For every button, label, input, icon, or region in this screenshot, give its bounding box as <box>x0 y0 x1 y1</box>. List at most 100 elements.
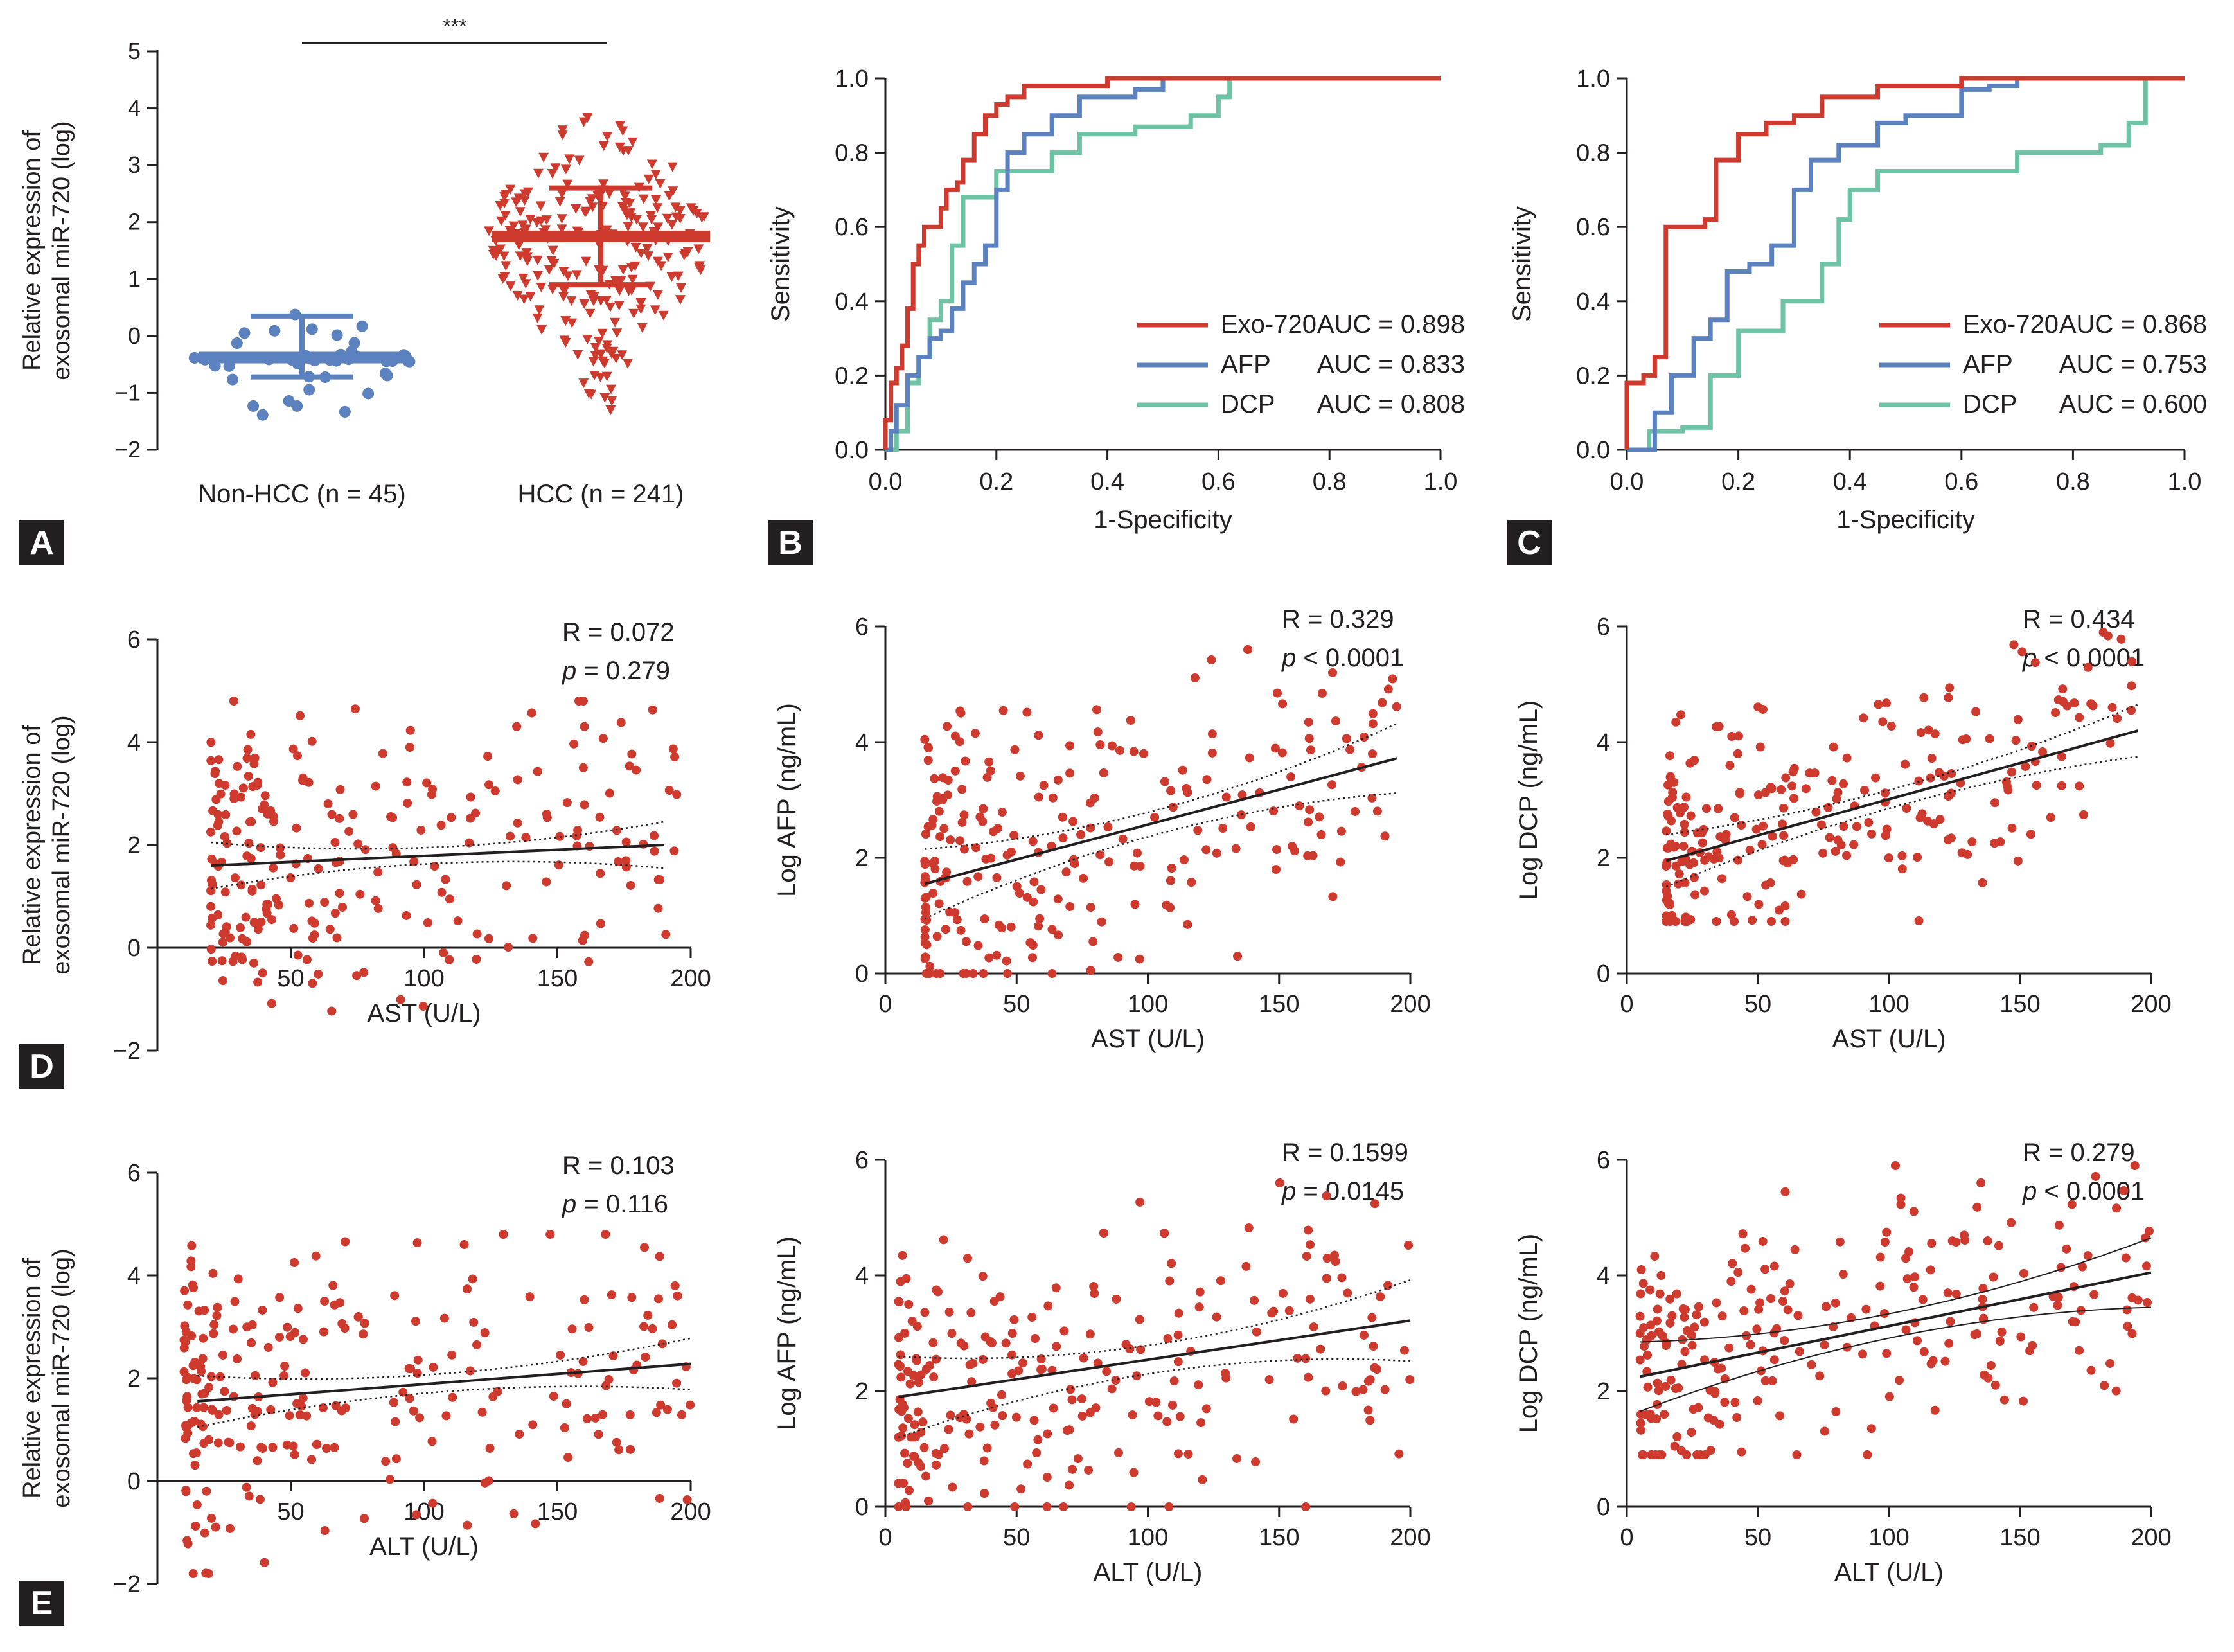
data-point <box>1687 1340 1697 1350</box>
data-point <box>1909 1207 1919 1216</box>
data-point <box>289 923 299 933</box>
data-point <box>1709 1416 1719 1425</box>
data-point <box>1674 1383 1683 1393</box>
ci-upper-line <box>1640 1237 2152 1343</box>
data-point <box>1650 1252 1660 1261</box>
data-point <box>1077 1411 1087 1421</box>
data-point <box>1250 1295 1259 1305</box>
panel-label: A <box>30 524 54 562</box>
data-point <box>640 1243 650 1252</box>
data-point <box>1163 1334 1173 1344</box>
data-point <box>208 1268 218 1278</box>
data-point <box>1712 1298 1721 1308</box>
data-point <box>511 197 522 208</box>
y-axis-label: Log DCP (ng/mL) <box>1514 700 1543 900</box>
data-point <box>323 799 333 808</box>
data-point <box>578 378 589 389</box>
data-point <box>1728 1259 1737 1268</box>
data-point <box>1990 798 1999 808</box>
data-point <box>580 722 589 731</box>
data-point <box>599 359 610 369</box>
data-point <box>1151 1398 1161 1407</box>
data-point <box>571 270 582 280</box>
group-non-hcc <box>188 308 416 421</box>
data-point <box>1338 1381 1347 1391</box>
data-point <box>1818 848 1828 858</box>
data-point <box>328 1281 338 1290</box>
data-point <box>1351 806 1360 816</box>
data-point <box>447 813 456 822</box>
data-point <box>560 164 571 175</box>
data-point <box>1113 952 1123 962</box>
data-point <box>1201 845 1211 855</box>
data-point <box>427 790 436 799</box>
data-point <box>335 889 344 898</box>
x-tick-label: 150 <box>1999 1524 2040 1551</box>
data-point <box>352 971 362 981</box>
data-point <box>626 1444 635 1454</box>
data-point <box>934 899 944 909</box>
data-point <box>1667 1311 1677 1320</box>
data-point <box>518 273 529 283</box>
data-point <box>557 125 568 136</box>
data-point <box>301 1368 310 1378</box>
data-point <box>250 753 260 763</box>
legend-auc: AUC = 0.753 <box>2059 350 2207 378</box>
data-point <box>250 1410 260 1419</box>
data-point <box>545 1230 555 1239</box>
data-point <box>677 1410 687 1419</box>
legend-label: DCP <box>1963 390 2017 418</box>
y-axis-label: exosomal miR-720 (log) <box>48 715 75 974</box>
data-point <box>519 196 530 206</box>
data-point <box>199 1439 209 1448</box>
data-point <box>598 1410 607 1419</box>
data-point <box>183 1300 193 1310</box>
data-point <box>229 1324 238 1334</box>
data-point <box>1167 1259 1176 1268</box>
data-point <box>1963 849 1972 859</box>
legend-label: AFP <box>1221 350 1271 378</box>
data-point <box>1058 812 1067 822</box>
y-axis-label: Log AFP (ng/mL) <box>773 1236 801 1430</box>
data-point <box>1990 1380 2000 1390</box>
data-point <box>1207 748 1217 758</box>
legend-auc: AUC = 0.600 <box>2059 390 2207 418</box>
data-point <box>224 1437 233 1447</box>
data-point <box>1383 684 1393 694</box>
data-point <box>1871 773 1881 783</box>
y-tick-label: 2 <box>1597 845 1610 872</box>
data-point <box>693 244 704 254</box>
data-point <box>904 1299 914 1309</box>
data-point <box>495 244 506 254</box>
data-point <box>206 1372 216 1381</box>
data-point <box>1926 773 1935 783</box>
data-point <box>1079 873 1088 883</box>
x-tick-label: 0.0 <box>1610 468 1644 495</box>
data-point <box>187 1241 197 1250</box>
data-point <box>189 1374 199 1383</box>
p-symbol: p <box>562 657 576 685</box>
data-point <box>415 1413 425 1423</box>
y-axis-label: exosomal miR-720 (log) <box>48 1248 75 1507</box>
data-point <box>907 1317 917 1326</box>
x-tick-label: 100 <box>1128 991 1168 1018</box>
data-point <box>1369 1342 1378 1351</box>
data-point <box>1328 892 1338 901</box>
data-point <box>1672 1432 1682 1442</box>
data-point <box>389 1398 398 1407</box>
data-point <box>1660 1410 1669 1419</box>
data-point <box>182 1421 192 1430</box>
data-point <box>260 800 269 810</box>
stat-p-label: p < 0.0001 <box>1281 644 1404 672</box>
data-point <box>1135 1197 1145 1207</box>
data-point <box>307 1455 317 1464</box>
data-point <box>196 1362 206 1371</box>
y-tick-label: 0.0 <box>1576 437 1610 464</box>
data-point <box>2046 813 2055 822</box>
data-point <box>1733 749 1742 758</box>
data-point <box>1671 717 1681 727</box>
data-point <box>1164 1502 1174 1511</box>
data-point <box>658 310 669 321</box>
data-point <box>921 1471 931 1481</box>
